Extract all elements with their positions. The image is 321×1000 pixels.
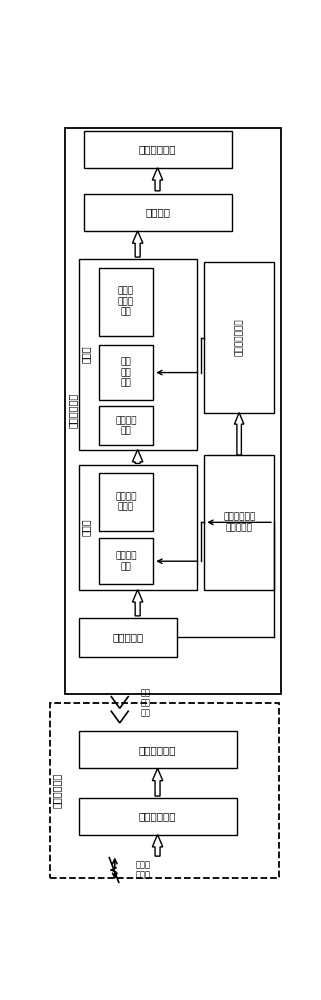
- Polygon shape: [133, 450, 143, 463]
- Bar: [79, 259, 197, 450]
- Text: 距离向: 距离向: [81, 519, 91, 536]
- Text: 场景空变性建模: 场景空变性建模: [235, 319, 244, 356]
- Text: 地面接收站: 地面接收站: [112, 632, 143, 642]
- Text: 残余
走动
去除: 残余 走动 去除: [121, 358, 131, 387]
- Text: 调频接
收指令: 调频接 收指令: [136, 860, 151, 880]
- Bar: [79, 465, 197, 590]
- Text: 几何校正: 几何校正: [145, 207, 170, 217]
- Text: 回波数据接收: 回波数据接收: [139, 745, 177, 755]
- Bar: [79, 798, 237, 835]
- Bar: [79, 731, 237, 768]
- Bar: [84, 131, 232, 168]
- Bar: [99, 538, 153, 584]
- Bar: [99, 268, 153, 336]
- Text: 地面信号处理: 地面信号处理: [67, 393, 77, 428]
- Bar: [84, 194, 232, 231]
- Bar: [79, 618, 177, 657]
- Polygon shape: [152, 835, 163, 856]
- Polygon shape: [152, 768, 163, 796]
- Text: 星上信号处理: 星上信号处理: [51, 773, 61, 808]
- Bar: [204, 262, 274, 413]
- Bar: [50, 703, 279, 878]
- Bar: [204, 455, 274, 590]
- Text: 星历数据与观
测几何建模: 星历数据与观 测几何建模: [223, 513, 255, 532]
- Polygon shape: [152, 168, 163, 191]
- Text: 徙动校正
与压缩: 徙动校正 与压缩: [115, 492, 137, 512]
- Text: 残余走动
校正: 残余走动 校正: [115, 552, 137, 571]
- Polygon shape: [234, 413, 244, 455]
- Polygon shape: [133, 590, 143, 616]
- Text: 载荷处理中心: 载荷处理中心: [139, 811, 177, 821]
- Polygon shape: [133, 231, 143, 257]
- Text: 部分去耦
处理: 部分去耦 处理: [115, 416, 137, 435]
- Text: 数据
链路
下传: 数据 链路 下传: [141, 688, 151, 718]
- Text: 方位向: 方位向: [81, 345, 91, 363]
- Bar: [99, 473, 153, 531]
- Bar: [99, 406, 153, 445]
- Bar: [65, 128, 282, 694]
- Text: 成像结果输出: 成像结果输出: [139, 144, 177, 154]
- Bar: [99, 345, 153, 400]
- Text: 非线性
变化与
压缩: 非线性 变化与 压缩: [118, 287, 134, 317]
